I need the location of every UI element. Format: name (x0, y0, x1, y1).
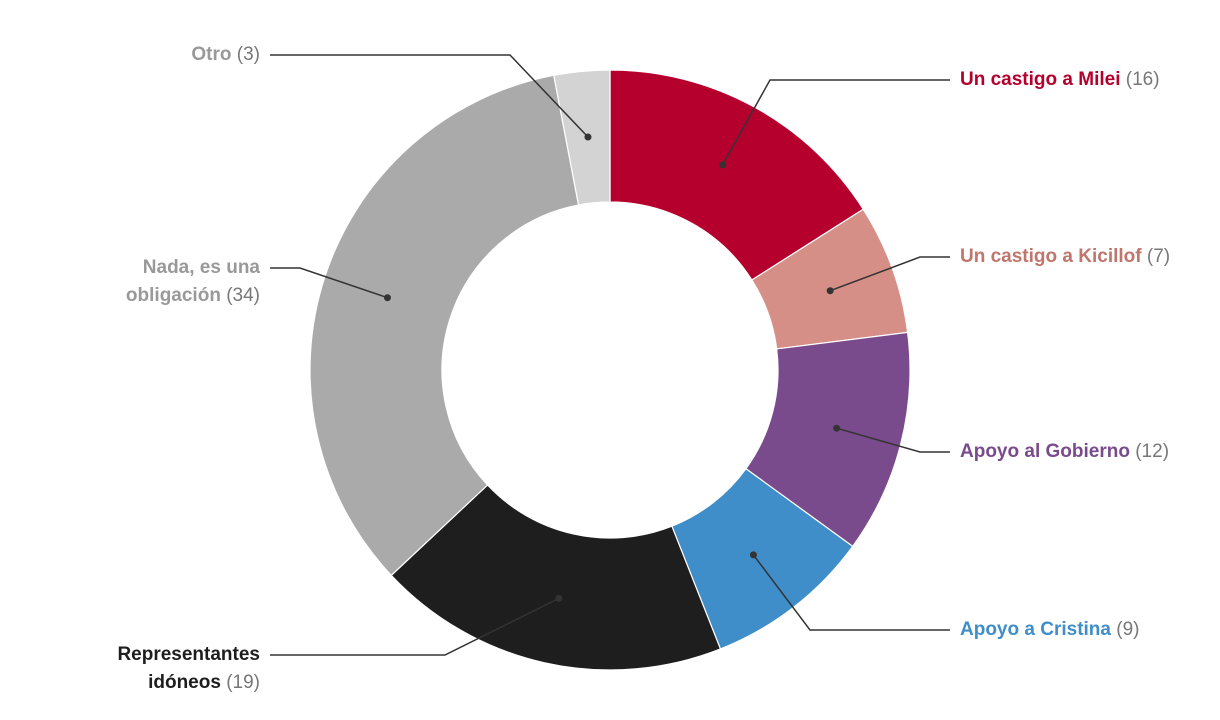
leader-line (829, 256, 950, 292)
leader-line (836, 427, 950, 453)
category-name: Un castigo a Kicillof (960, 246, 1142, 267)
slice-label: Apoyo a Cristina (9) (960, 616, 1220, 644)
leader-line (722, 79, 950, 166)
slice (553, 69, 611, 206)
value-label: (16) (1125, 69, 1160, 90)
leader-line (270, 267, 388, 299)
leader-line (752, 554, 950, 631)
leader-dot (383, 294, 391, 302)
category-name: Nada, es una obligación (125, 257, 260, 306)
leader-dot (584, 133, 592, 141)
value-label: (12) (1135, 441, 1170, 462)
leader-line (270, 597, 560, 656)
slice-label: Representantes idóneos (19) (80, 641, 260, 697)
leader-dot (555, 594, 563, 602)
value-label: (34) (226, 285, 260, 306)
slice (609, 69, 865, 281)
value-label: (3) (236, 44, 260, 65)
leader-dot (749, 551, 757, 559)
value-label: (19) (226, 672, 260, 693)
slice (309, 74, 580, 577)
slice-label: Un castigo a Milei (16) (960, 66, 1220, 94)
slice-label: Un castigo a Kicillof (7) (960, 243, 1190, 271)
leader-line (270, 54, 589, 138)
category-name: Otro (191, 44, 232, 65)
category-name: Apoyo al Gobierno (960, 441, 1130, 462)
slice-label: Nada, es una obligación (34) (95, 254, 260, 310)
slice-label: Otro (3) (140, 41, 260, 69)
slice (390, 484, 722, 671)
category-name: Representantes idóneos (117, 644, 260, 693)
slice-label: Apoyo al Gobierno (12) (960, 438, 1220, 466)
leader-dot (826, 287, 834, 295)
leader-dot (833, 424, 841, 432)
category-name: Apoyo a Cristina (960, 619, 1111, 640)
value-label: (7) (1146, 246, 1171, 267)
leader-dot (719, 161, 727, 169)
value-label: (9) (1116, 619, 1140, 640)
category-name: Un castigo a Milei (960, 69, 1121, 90)
